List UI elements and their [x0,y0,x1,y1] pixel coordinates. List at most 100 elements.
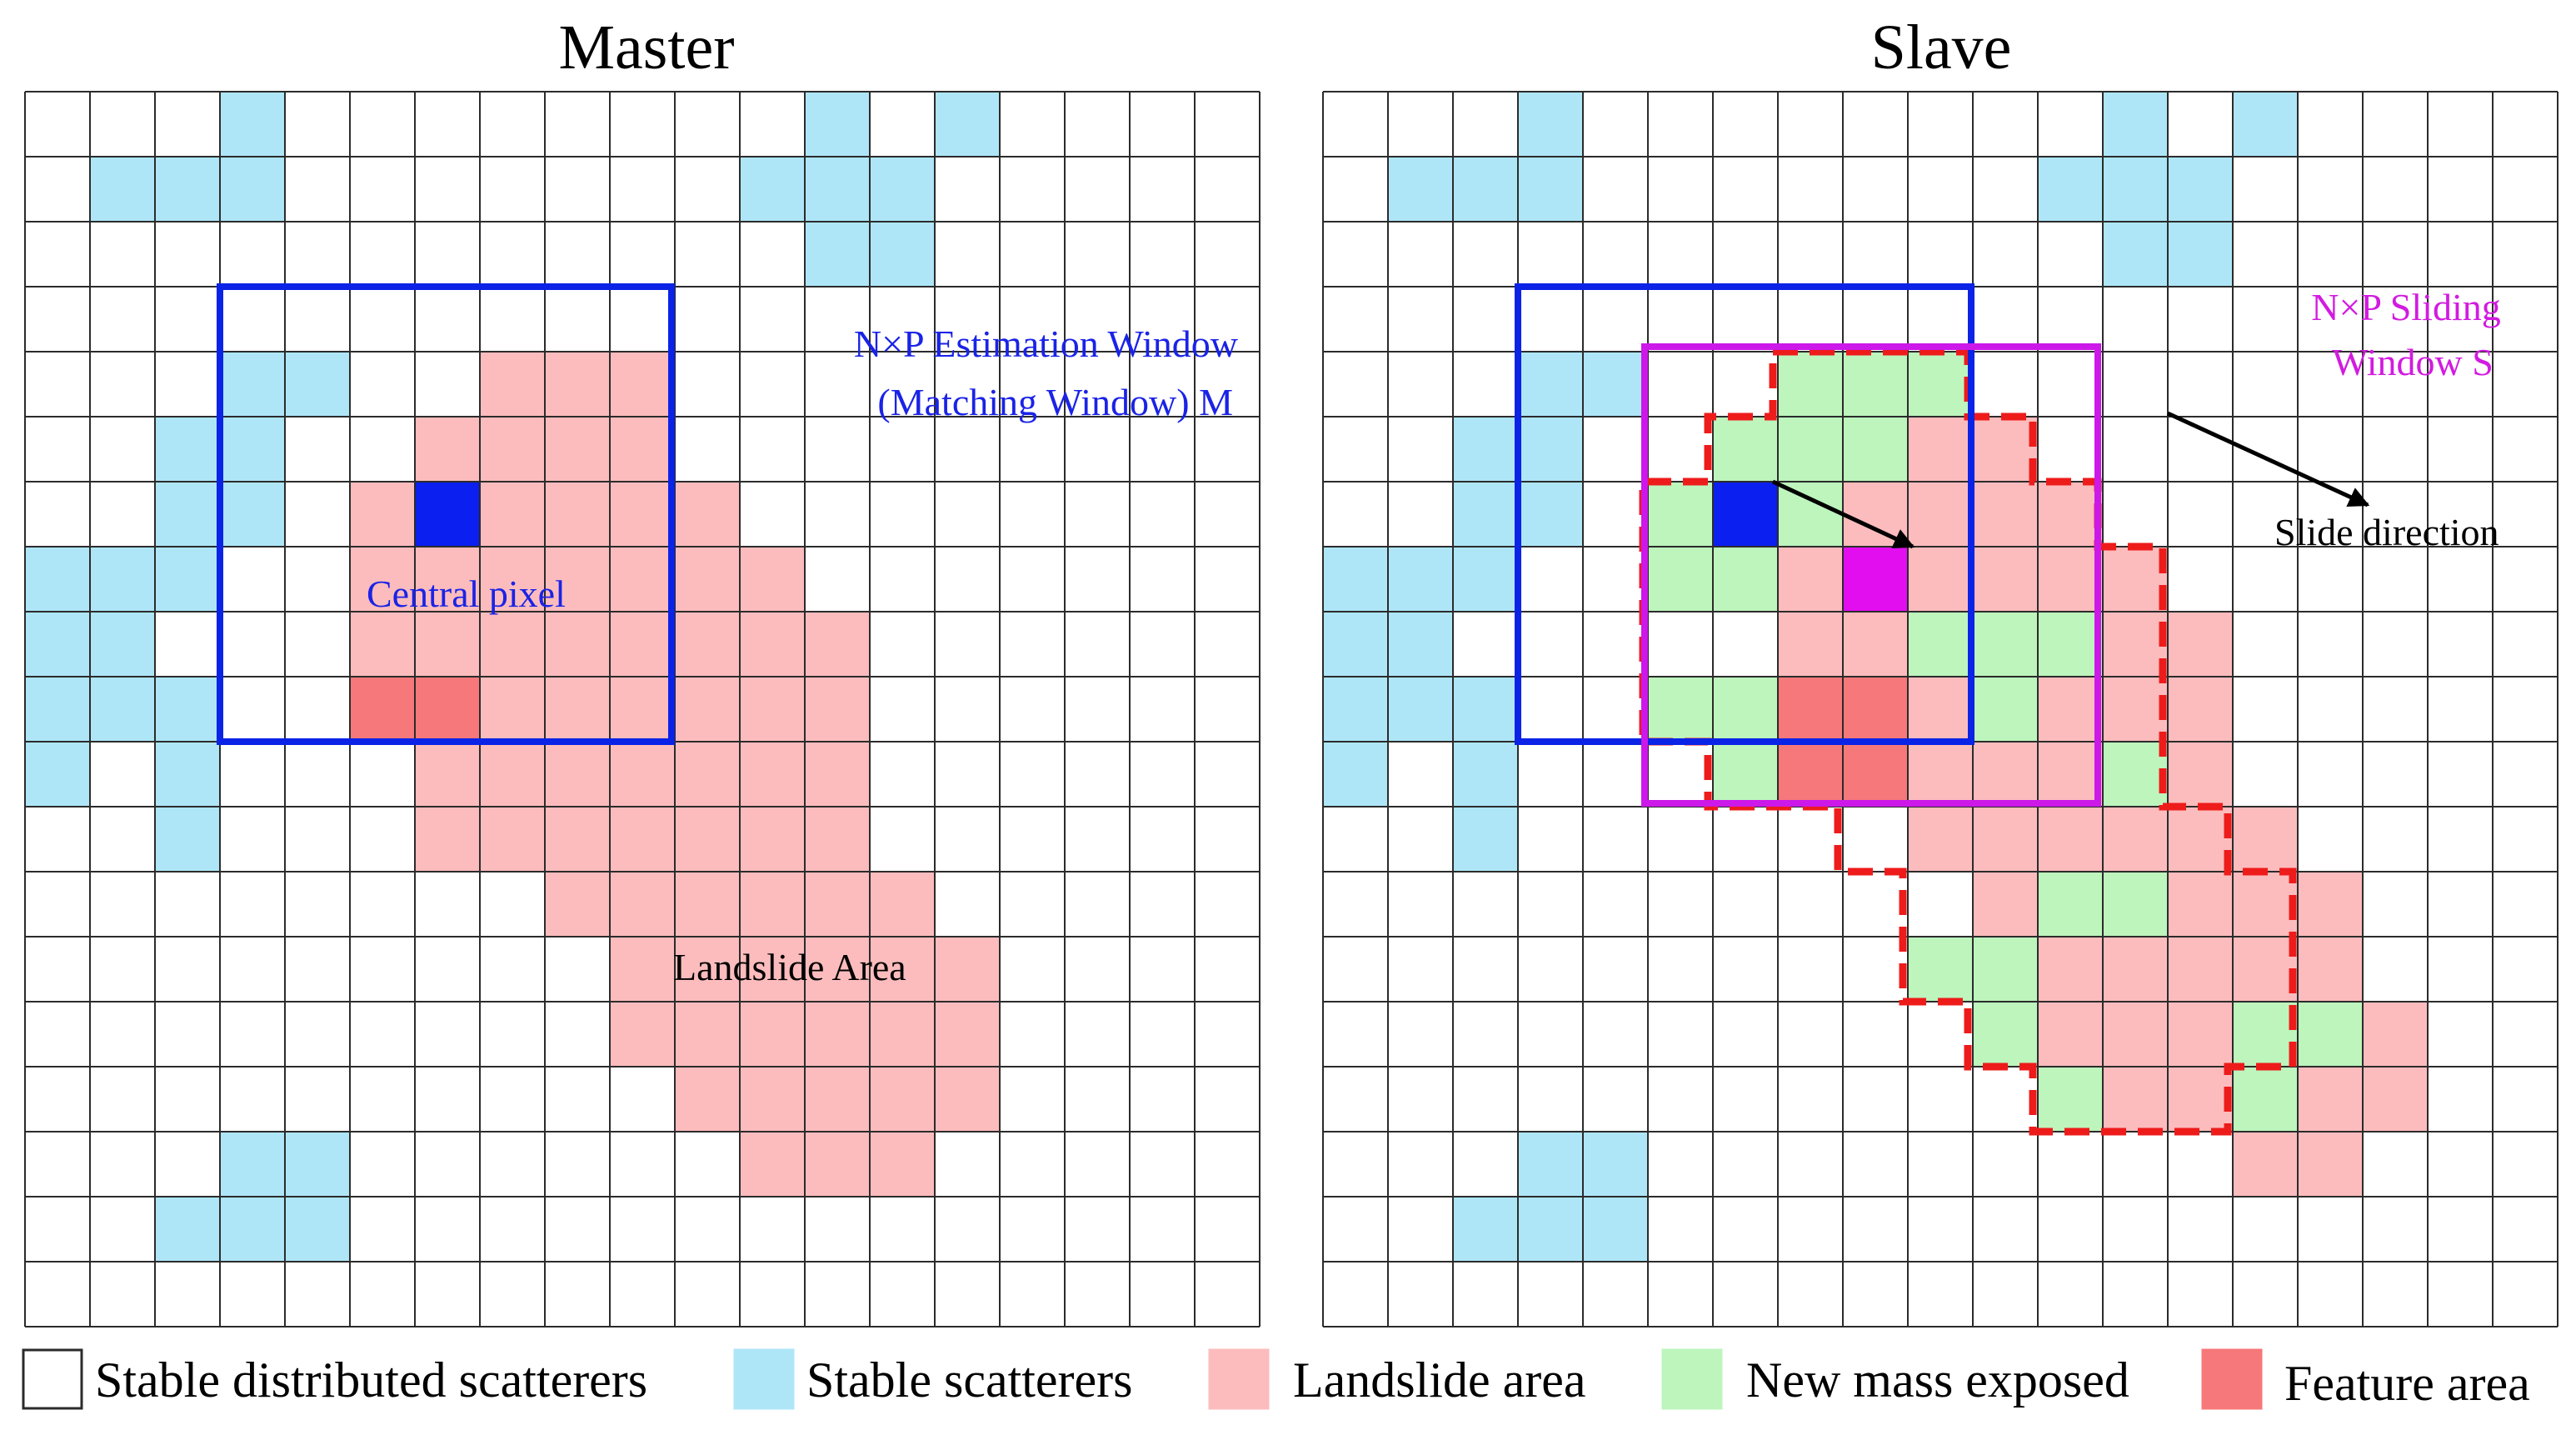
master-cell-landslide [480,547,545,612]
slave-cell-landslide [2363,1002,2428,1067]
slave-cell-landslide [2233,937,2298,1002]
slave-cell-new-mass [1713,677,1778,742]
master-cell-stable [155,1197,220,1262]
estimation-window-master [217,283,675,745]
slave-cell-landslide [2103,612,2168,677]
slave-cell-new-mass [1778,417,1843,482]
master-cell-central [415,482,480,547]
master-cell-landslide [545,872,610,937]
slave-cell-landslide [2168,742,2233,807]
slave-cell-landslide [2233,872,2298,937]
master-cell-stable [25,677,90,742]
slave-cell-landslide [2103,1067,2168,1132]
slave-cell-stable [1323,742,1388,807]
legend-swatch-stable-distributed [22,1348,83,1410]
slide-direction-arrow [2166,411,2370,508]
slave-cell-stable [1453,157,1518,222]
master-cell-landslide [805,1132,870,1197]
legend: Stable distributed scatterers Stable sca… [22,1348,2530,1411]
master-cell-landslide [480,482,545,547]
slave-cell-landslide [2363,1067,2428,1132]
slave-cell-new-mass [1648,482,1713,547]
master-cell-landslide [675,807,740,872]
slave-cell-landslide [1973,807,2038,872]
slave-cell-stable [1583,352,1648,417]
master-cell-landslide [350,482,415,547]
legend-swatch-new-mass [1661,1348,1723,1410]
master-cell-landslide [740,1067,805,1132]
master-cell-landslide [610,547,675,612]
master-cell-landslide [870,1067,935,1132]
legend-swatch-feature [2201,1348,2263,1410]
slave-cell-stable [1323,612,1388,677]
master-cell-stable [90,612,155,677]
slave-cell-stable [1453,417,1518,482]
slave-cell-stable [2103,92,2168,157]
master-cell-landslide [805,937,870,1002]
master-cell-landslide [480,612,545,677]
legend-label-landslide: Landslide area [1293,1352,1585,1408]
master-cell-stable [155,807,220,872]
slave-cell-new-mass [2038,872,2103,937]
slave-cell-new-mass [1713,547,1778,612]
slave-cell-new-mass [2038,612,2103,677]
slave-cell-landslide [2168,612,2233,677]
slave-cell-stable [1388,547,1453,612]
master-cell-stable [805,157,870,222]
slave-title: Slave [1871,12,2012,82]
slave-cell-new-mass [1778,482,1843,547]
slave-cell-stable [2168,157,2233,222]
master-cell-landslide [935,937,1000,1002]
slave-cell-landslide [1973,417,2038,482]
master-cell-landslide [805,742,870,807]
slave-cell-landslide [2233,807,2298,872]
slave-cell-feature [1778,742,1843,807]
master-cell-landslide [870,1002,935,1067]
slave-cell-landslide [2168,1002,2233,1067]
slave-cell-landslide [2298,937,2363,1002]
slave-cell-stable [1388,157,1453,222]
master-cell-landslide [415,742,480,807]
slave-cell-landslide [2168,677,2233,742]
slave-cell-feature [1843,677,1908,742]
master-cell-landslide [740,872,805,937]
master-cell-landslide [350,612,415,677]
slave-cell-landslide [2103,677,2168,742]
slave-cell-landslide [1973,872,2038,937]
master-cell-stable [155,482,220,547]
slave-cell-stable [1518,157,1583,222]
slide-direction-label: Slide direction [2274,511,2499,553]
legend-label-stable: Stable scatterers [806,1352,1133,1408]
slave-cell-landslide [2298,1132,2363,1197]
slave-cell-landslide [2168,1067,2233,1132]
master-cell-stable [285,1197,350,1262]
legend-label-feature: Feature area [2284,1356,2530,1411]
master-cell-landslide [480,807,545,872]
master-cell-stable [155,417,220,482]
master-cell-landslide [415,612,480,677]
master-cell-landslide [740,1132,805,1197]
slave-cell-match [1843,547,1908,612]
slave-cell-landslide [2103,547,2168,612]
slave-cell-landslide [1778,547,1843,612]
master-cell-stable [220,417,285,482]
slave-cell-new-mass [2038,1067,2103,1132]
slave-cell-stable [1388,677,1453,742]
slave-cell-new-mass [1908,937,1973,1002]
master-cell-landslide [545,742,610,807]
master-cell-landslide [480,742,545,807]
master-cell-stable [155,157,220,222]
master-cell-landslide [610,1002,675,1067]
master-cell-landslide [610,872,675,937]
master-cell-stable [870,157,935,222]
slave-cell-landslide [1778,612,1843,677]
slave-cell-landslide [2038,677,2103,742]
slave-cell-landslide [1973,547,2038,612]
slave-cell-new-mass [2298,1002,2363,1067]
master-cell-landslide [545,677,610,742]
master-cell-stable [285,1132,350,1197]
slave-cell-stable [1518,482,1583,547]
slave-cell-feature [1843,742,1908,807]
master-cell-stable [220,157,285,222]
